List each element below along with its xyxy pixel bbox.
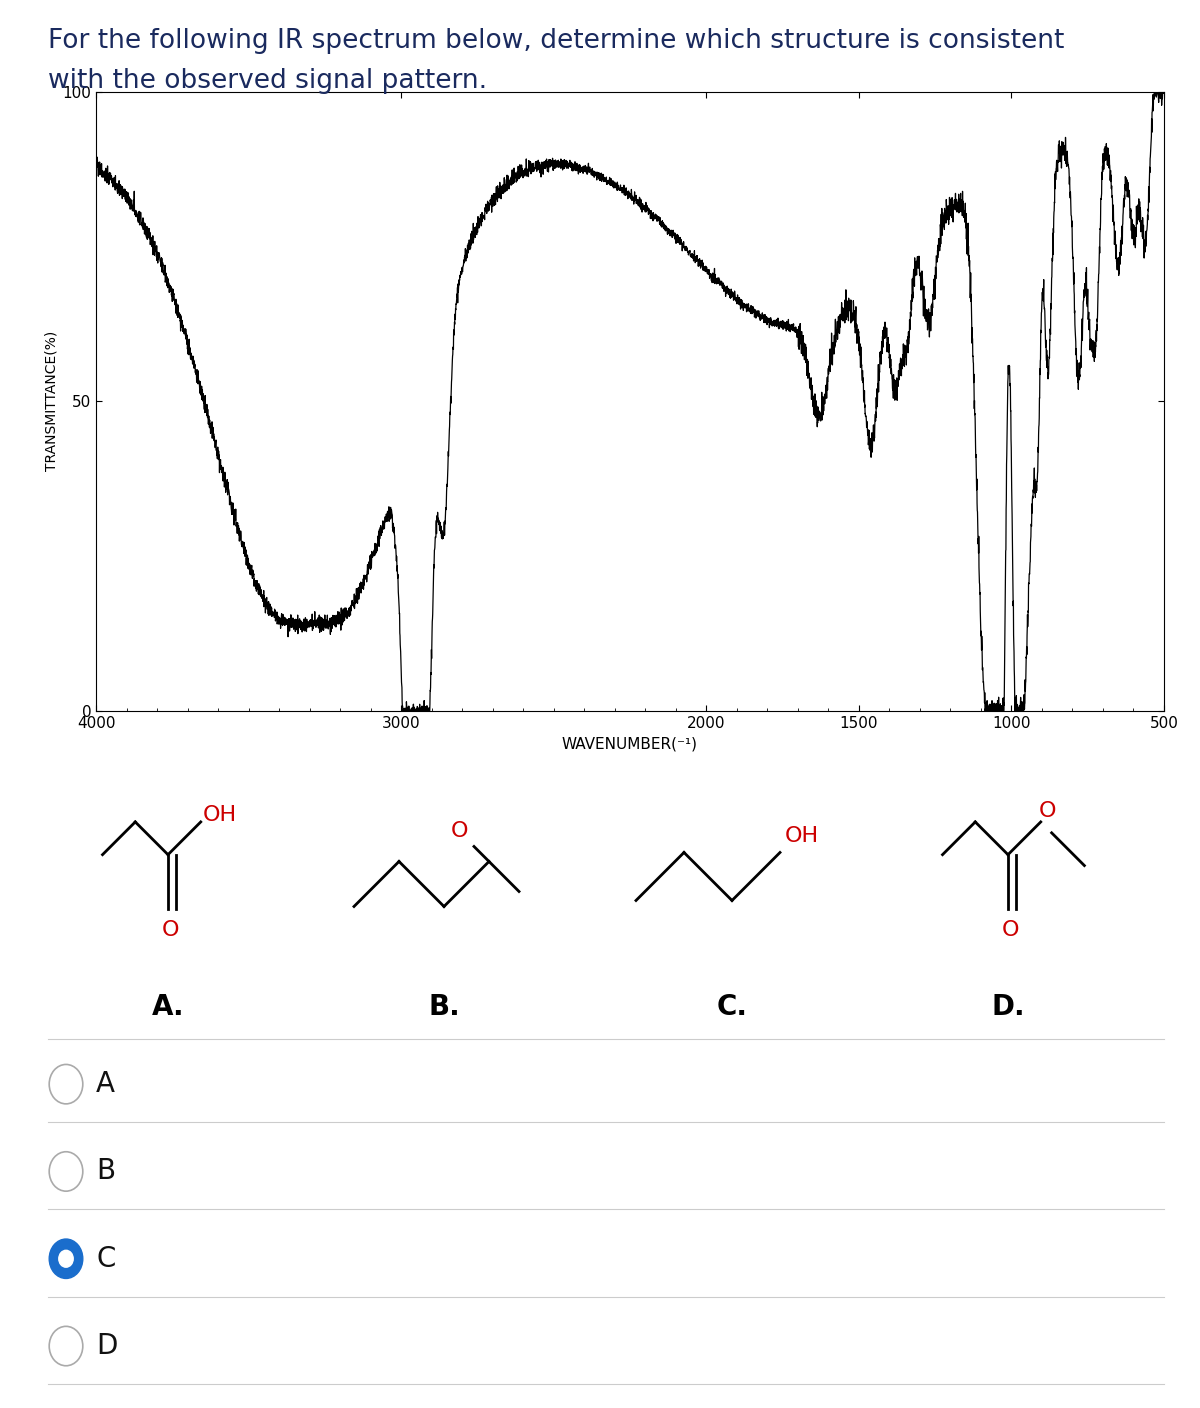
Text: C.: C. <box>716 993 748 1021</box>
Text: OH: OH <box>785 825 818 846</box>
Text: O: O <box>162 921 179 941</box>
Y-axis label: TRANSMITTANCE(%): TRANSMITTANCE(%) <box>44 331 58 472</box>
Text: O: O <box>1038 801 1056 821</box>
Text: B.: B. <box>428 993 460 1021</box>
Text: O: O <box>1002 921 1019 941</box>
Text: D.: D. <box>991 993 1025 1021</box>
Text: A.: A. <box>151 993 185 1021</box>
X-axis label: WAVENUMBER(⁻¹): WAVENUMBER(⁻¹) <box>562 736 698 752</box>
Text: B: B <box>96 1157 115 1186</box>
Text: For the following IR spectrum below, determine which structure is consistent: For the following IR spectrum below, det… <box>48 28 1064 54</box>
Text: with the observed signal pattern.: with the observed signal pattern. <box>48 68 487 93</box>
Text: OH: OH <box>203 805 238 825</box>
Text: O: O <box>450 821 468 842</box>
Text: C: C <box>96 1245 115 1273</box>
Text: D: D <box>96 1332 118 1360</box>
Text: A: A <box>96 1070 115 1098</box>
